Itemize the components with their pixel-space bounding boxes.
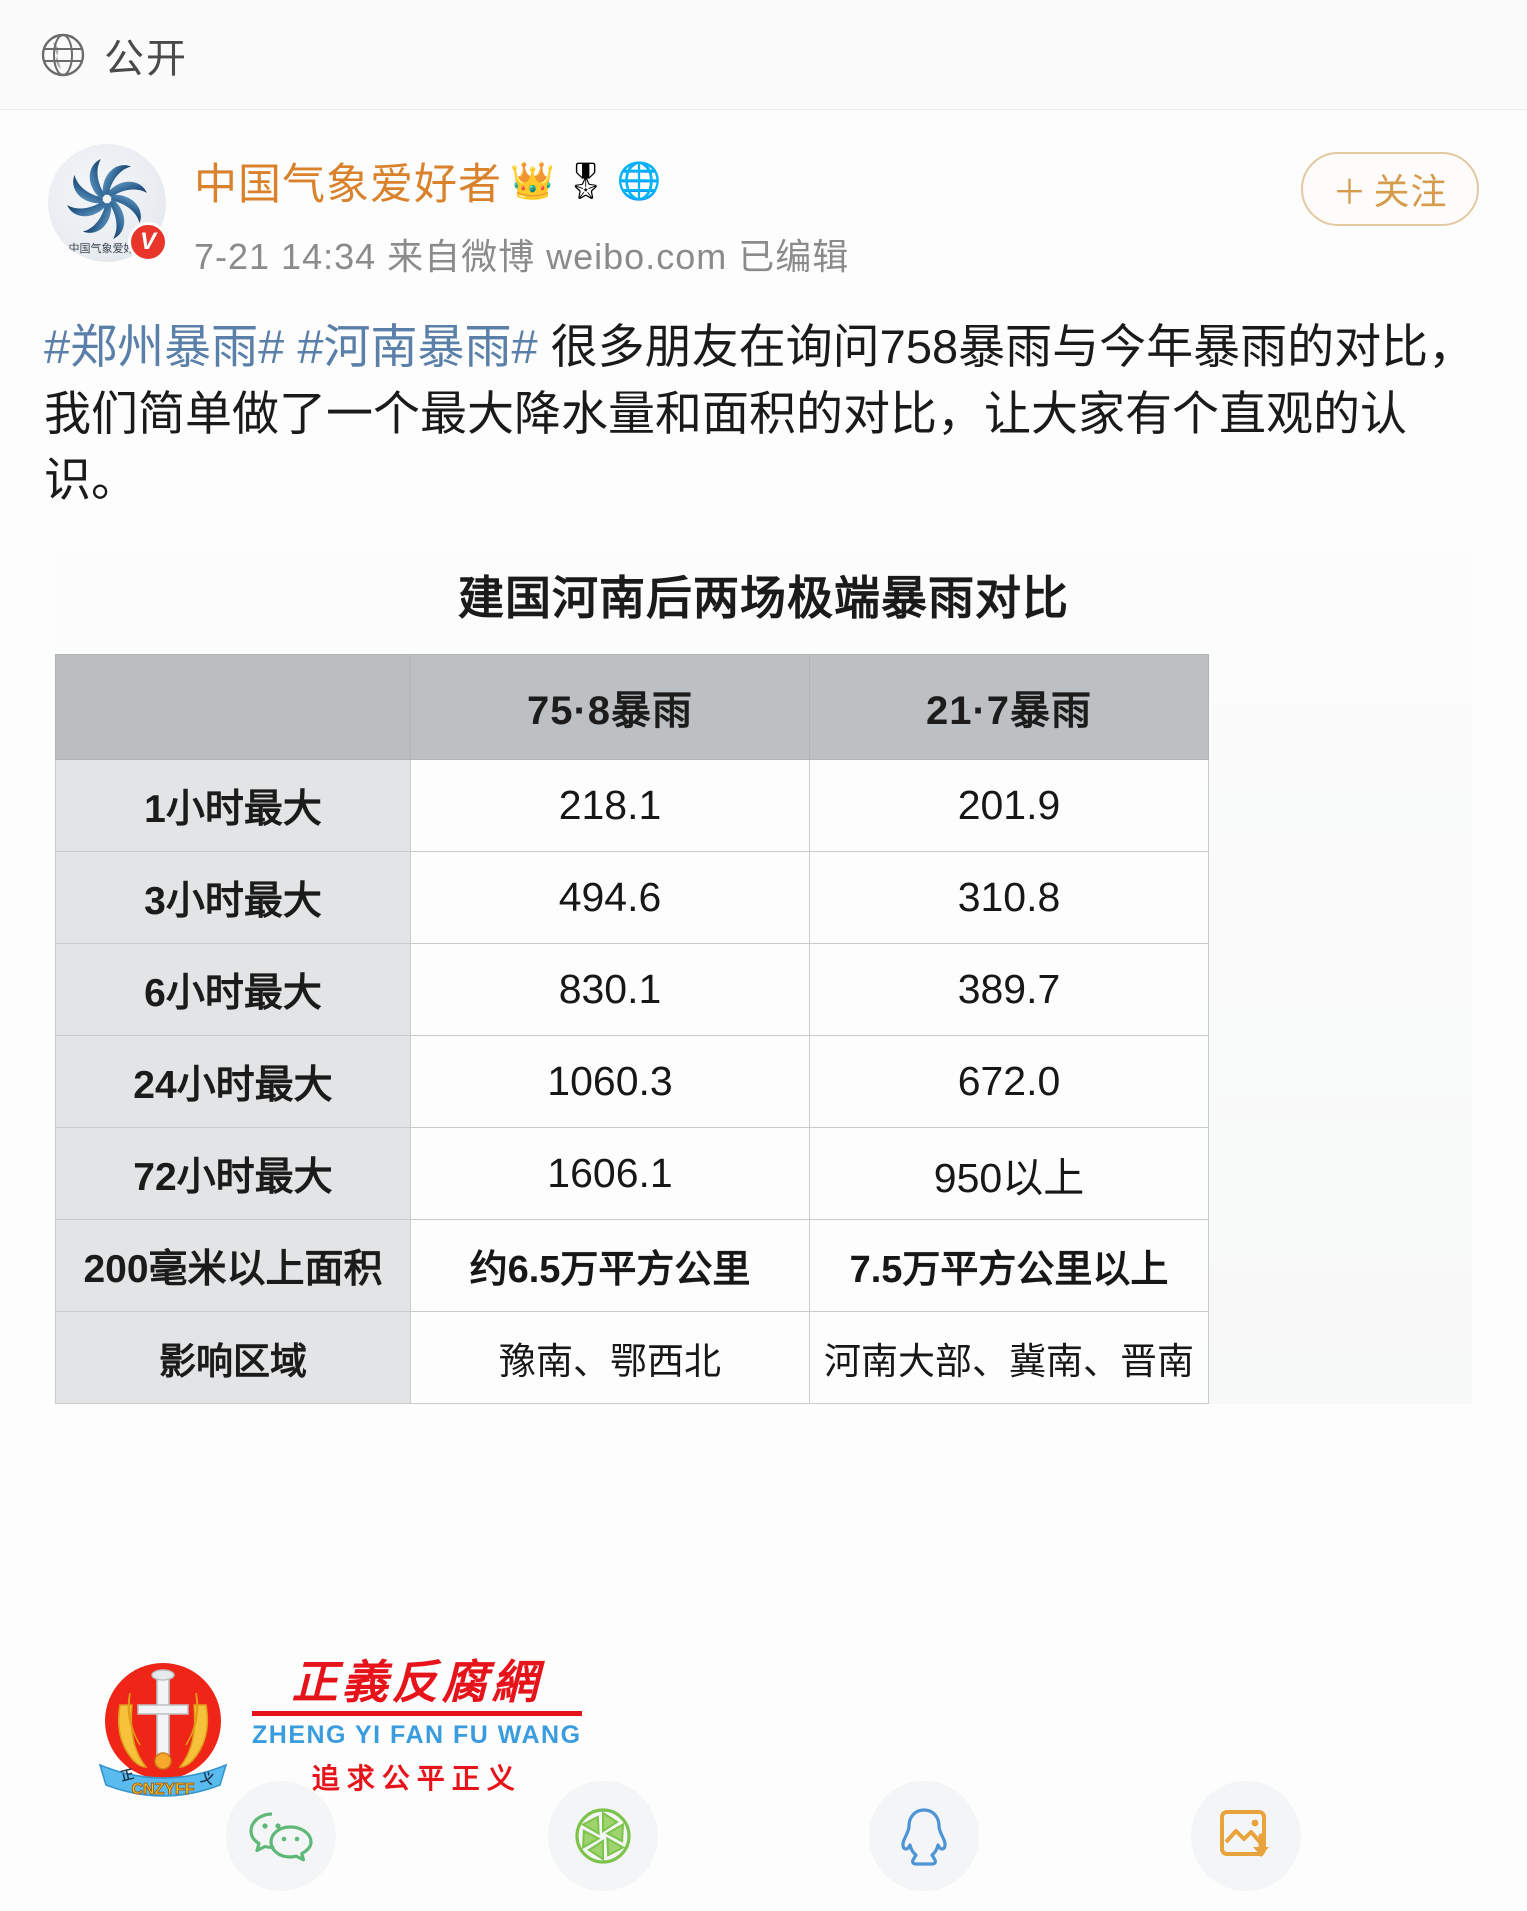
cell-758: 494.6 (410, 851, 810, 945)
cell-217: 950以上 (809, 1127, 1209, 1221)
cell-217: 河南大部、冀南、晋南 (809, 1311, 1209, 1405)
verified-badge: V (128, 222, 168, 262)
table-row: 24小时最大 1060.3 672.0 (55, 1035, 1209, 1129)
avatar-image: 中国气象爱好者 (48, 144, 166, 262)
table-header-758: 75·8暴雨 (410, 654, 810, 761)
comparison-table: 75·8暴雨 21·7暴雨 1小时最大 218.1 201.9 3小时最大 49… (55, 654, 1209, 1405)
globe-icon (40, 32, 86, 78)
emblem-icon: 正 义 CNZYFF (88, 1653, 238, 1803)
author-meta: 中国气象爱好者 👑 🎖 🌐 7-21 14:34 来自微博 weibo.com … (194, 144, 1487, 280)
table-header-217: 21·7暴雨 (809, 654, 1209, 761)
cell-217: 201.9 (809, 759, 1209, 853)
cell-758: 豫南、鄂西北 (410, 1311, 810, 1405)
watermark-slogan: 追求公平正义 (311, 1763, 522, 1795)
table-row: 影响区域 豫南、鄂西北 河南大部、冀南、晋南 (55, 1311, 1209, 1405)
wechat-icon[interactable] (225, 1781, 336, 1891)
post-text-body: 很多朋友在询问758暴雨与今年暴雨的对比，我们简单做了一个最大降水量和面积的对比… (44, 320, 1476, 507)
medal-badge-icon: 🎖 (562, 160, 609, 201)
svg-text:中国气象爱好者: 中国气象爱好者 (69, 241, 146, 255)
crown-badge-icon: 👑 (510, 160, 555, 201)
table-row: 1小时最大 218.1 201.9 (55, 759, 1209, 853)
row-label: 6小时最大 (55, 943, 411, 1037)
row-label: 影响区域 (55, 1311, 411, 1405)
row-label: 24小时最大 (55, 1035, 411, 1129)
table-row: 72小时最大 1606.1 950以上 (55, 1127, 1209, 1221)
hashtag-zhengzhou[interactable]: #郑州暴雨# (44, 320, 285, 373)
avatar[interactable]: 中国气象爱好者 V (48, 144, 168, 262)
svg-text:CNZYFF: CNZYFF (131, 1781, 194, 1798)
cell-758: 830.1 (410, 943, 810, 1037)
row-label: 72小时最大 (55, 1127, 411, 1221)
table-header-blank (55, 654, 411, 761)
author-name[interactable]: 中国气象爱好者 (194, 161, 502, 209)
cell-217: 672.0 (809, 1035, 1209, 1129)
visibility-label: 公开 (104, 36, 188, 81)
watermark: 正 义 CNZYFF 正義反腐網 ZHENG YI FAN FU WANG 追求… (88, 1653, 582, 1803)
cell-217: 389.7 (809, 943, 1209, 1037)
table-row: 3小时最大 494.6 310.8 (55, 851, 1209, 945)
watermark-text: 正義反腐網 ZHENG YI FAN FU WANG 追求公平正义 (252, 1656, 582, 1797)
row-label: 200毫米以上面积 (55, 1219, 411, 1313)
watermark-divider (252, 1711, 582, 1717)
share-bar (0, 1761, 1527, 1911)
follow-button-label: 关注 (1373, 171, 1448, 212)
svg-text:义: 义 (199, 1769, 216, 1787)
author-name-line: 中国气象爱好者 👑 🎖 🌐 (194, 150, 1487, 212)
table-row: 200毫米以上面积 约6.5万平方公里 7.5万平方公里以上 (55, 1219, 1209, 1313)
plus-icon: ＋ (1332, 173, 1368, 212)
svg-text:正: 正 (119, 1766, 135, 1784)
cell-758: 约6.5万平方公里 (410, 1219, 810, 1313)
cell-758: 1060.3 (410, 1035, 810, 1129)
table-row: 6小时最大 830.1 389.7 (55, 943, 1209, 1037)
author-row: 中国气象爱好者 V 中国气象爱好者 👑 🎖 🌐 7-21 14:34 来自微博 … (0, 110, 1527, 280)
cell-217: 7.5万平方公里以上 (809, 1219, 1209, 1313)
comparison-table-card: 建国河南后两场极端暴雨对比 75·8暴雨 21·7暴雨 1小时最大 218.1 … (55, 550, 1472, 1405)
cell-758: 1606.1 (410, 1127, 810, 1221)
post-text: #郑州暴雨# #河南暴雨# 很多朋友在询问758暴雨与今年暴雨的对比，我们简单做… (0, 280, 1527, 514)
row-label: 1小时最大 (55, 759, 411, 853)
watermark-pinyin: ZHENG YI FAN FU WANG (252, 1721, 582, 1750)
post-meta: 7-21 14:34 来自微博 weibo.com 已编辑 (194, 236, 850, 277)
follow-button[interactable]: ＋ 关注 (1301, 152, 1479, 226)
watermark-title: 正義反腐網 (291, 1656, 542, 1708)
visibility-bar: 公开 (0, 0, 1527, 110)
cell-758: 218.1 (410, 759, 810, 853)
hashtag-henan[interactable]: #河南暴雨# (297, 320, 538, 373)
row-label: 3小时最大 (55, 851, 411, 945)
globe-badge-icon: 🌐 (616, 160, 662, 201)
table-header-row: 75·8暴雨 21·7暴雨 (55, 654, 1209, 761)
cell-217: 310.8 (809, 851, 1209, 945)
qq-penguin-icon[interactable] (869, 1781, 980, 1891)
save-image-icon[interactable] (1191, 1781, 1302, 1891)
moments-shutter-icon[interactable] (547, 1781, 658, 1891)
table-title: 建国河南后两场极端暴雨对比 (458, 572, 1069, 625)
